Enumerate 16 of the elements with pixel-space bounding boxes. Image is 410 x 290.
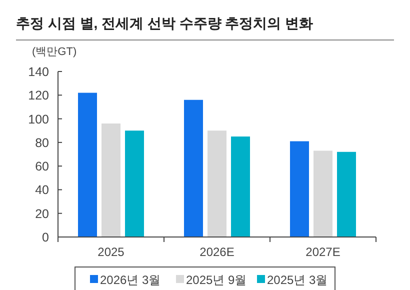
legend-label: 2025년 9월 <box>186 273 247 287</box>
y-tick-label: 120 <box>28 88 50 103</box>
legend-label: 2025년 3월 <box>267 273 328 287</box>
x-tick-label: 2025 <box>98 245 125 259</box>
ylabel: (백만GT) <box>32 46 77 58</box>
y-tick-label: 60 <box>35 160 50 174</box>
y-tick-label: 0 <box>42 230 50 244</box>
x-tick-label: 2026E <box>200 245 234 259</box>
y-tick-label: 80 <box>35 136 50 150</box>
title: 추정 시점 별, 전세계 선박 수주량 추정치의 변화 <box>16 15 314 31</box>
legend-label: 2026년 3월 <box>100 273 161 287</box>
y-tick-label: 140 <box>28 65 50 79</box>
y-tick-label: 20 <box>35 206 50 221</box>
x-tick-label: 2027E <box>306 245 340 259</box>
y-tick-label: 40 <box>35 183 50 198</box>
y-tick-label: 100 <box>28 112 50 126</box>
